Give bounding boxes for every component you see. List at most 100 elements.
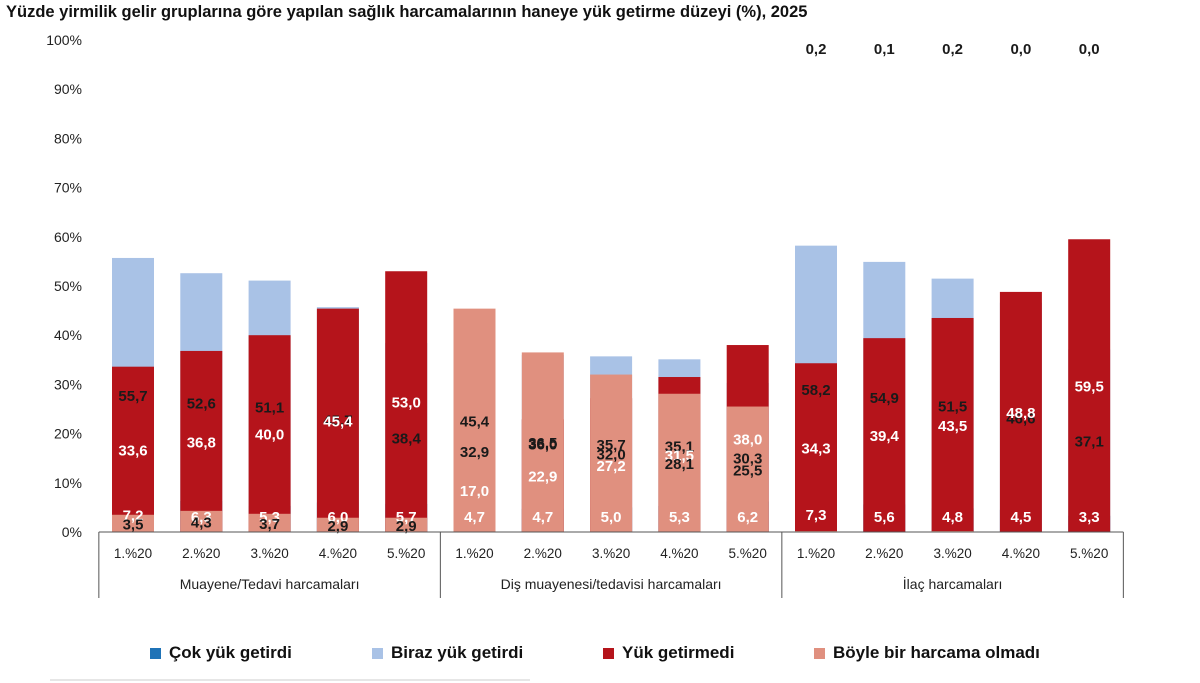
- bar-value-label: 4,7: [532, 509, 553, 526]
- x-tick-label: 1.%20: [114, 546, 152, 561]
- footnote-divider: [50, 679, 530, 681]
- bar-value-label: 55,7: [118, 388, 147, 405]
- y-tick-label: 40%: [54, 327, 82, 343]
- legend-swatch: [372, 647, 383, 659]
- bar-value-label: 0,2: [806, 41, 827, 58]
- legend-swatch: [603, 647, 614, 659]
- x-tick-label: 5.%20: [387, 546, 425, 561]
- chart-title: Yüzde yirmilik gelir gruplarına göre yap…: [6, 3, 808, 21]
- legend-item: Böyle bir harcama olmadı: [814, 643, 1040, 663]
- x-tick-label: 2.%20: [865, 546, 903, 561]
- bar-value-label: 45,7: [323, 413, 352, 430]
- legend-label: Biraz yük getirdi: [391, 643, 524, 662]
- bar-value-label: 53,0: [392, 395, 421, 412]
- y-tick-label: 50%: [54, 278, 82, 294]
- bar-value-label: 38,0: [733, 432, 762, 449]
- bar-value-label: 0,0: [1079, 41, 1100, 58]
- bar-value-label: 6,3: [191, 509, 212, 526]
- bar-value-label: 48,8: [1006, 405, 1035, 422]
- chart-legend: Çok yük getirdi Biraz yük getirdi Yük geti…: [0, 643, 1200, 669]
- bar-segment: [248, 335, 291, 532]
- bar-segment: [316, 517, 359, 532]
- x-tick-label: 2.%20: [182, 546, 220, 561]
- bar-value-label: 38,4: [392, 431, 422, 448]
- bar-value-label: 27,2: [596, 458, 625, 475]
- bar-series: [112, 239, 1111, 532]
- bar-value-label: 0,2: [942, 41, 963, 58]
- bar-value-label: 4,8: [942, 509, 963, 526]
- bar-segment: [112, 366, 154, 532]
- x-tick-label: 5.%20: [1070, 546, 1108, 561]
- bar-value-label: 0,1: [874, 41, 895, 58]
- y-axis-tick-labels: 0% 10% 20% 30% 40% 50% 60% 70% 80% 90% 100%: [46, 32, 82, 540]
- bar-segment: [863, 338, 906, 532]
- legend-label: Böyle bir harcama olmadı: [833, 643, 1040, 662]
- bar-value-label: 52,6: [187, 396, 216, 413]
- y-tick-label: 70%: [54, 180, 82, 196]
- bar-value-label: 5,0: [601, 509, 622, 526]
- bar-value-label: 3,5: [123, 516, 144, 533]
- y-tick-label: 20%: [54, 426, 82, 442]
- bar-value-label: 54,9: [870, 390, 899, 407]
- bar-segment: [453, 308, 496, 532]
- bar-value-label: 6,2: [737, 509, 758, 526]
- bar-value-label: 40,0: [255, 427, 284, 444]
- y-tick-label: 10%: [54, 475, 82, 491]
- bar-value-label: 36,8: [187, 434, 216, 451]
- x-tick-label: 4.%20: [319, 546, 357, 561]
- bar-value-label: 4,5: [1010, 509, 1031, 526]
- bar-value-label: 17,0: [460, 483, 489, 500]
- bar-value-label: 36,0: [528, 436, 557, 453]
- bar-segment: [316, 308, 359, 532]
- bar-value-label: 0,0: [1010, 41, 1031, 58]
- bar-value-label: 5,6: [874, 509, 895, 526]
- x-group-label: Diş muayenesi/tedavisi harcamaları: [501, 576, 722, 592]
- bar-data-labels: 7,2 55,7 33,6 3,5 6,3 52,6 36,8 4,3 5,3 51,1 40,0 3…: [118, 41, 1103, 535]
- bar-value-label: 5,3: [669, 509, 690, 526]
- bar-segment: [180, 350, 223, 532]
- legend-item: Biraz yük getirdi: [372, 643, 523, 663]
- bar-value-label: 31,5: [665, 448, 694, 465]
- bar-segment: [931, 317, 974, 532]
- bar-segment: [385, 271, 428, 532]
- x-tick-label: 4.%20: [660, 546, 698, 561]
- legend-item: Yük getirmedi: [603, 643, 734, 663]
- x-tick-label: 3.%20: [592, 546, 630, 561]
- bar-value-label: 58,2: [801, 382, 830, 399]
- x-tick-label: 1.%20: [455, 546, 493, 561]
- bar-value-label: 34,3: [801, 441, 830, 458]
- x-tick-label: 3.%20: [933, 546, 971, 561]
- bar-segment: [590, 374, 633, 532]
- bar-value-label: 7,3: [806, 507, 827, 524]
- bar-value-label: 3,7: [259, 516, 280, 533]
- bar-value-label: 4,7: [464, 509, 485, 526]
- bar-value-label: 46,6: [1006, 410, 1035, 427]
- legend-label: Çok yük getirdi: [169, 643, 292, 662]
- bar-value-label: 32,0: [596, 446, 625, 463]
- x-tick-label: 2.%20: [524, 546, 562, 561]
- bar-value-label: 35,1: [665, 439, 694, 456]
- bar-value-label: 30,3: [733, 450, 762, 467]
- y-tick-label: 30%: [54, 376, 82, 392]
- bar-value-label: 37,1: [1075, 434, 1104, 451]
- bar-segment: [795, 363, 837, 532]
- y-tick-label: 80%: [54, 130, 82, 146]
- bar-segment: [385, 517, 428, 532]
- bar-segment: [248, 513, 291, 532]
- bar-value-label: 32,9: [460, 444, 489, 461]
- y-tick-label: 90%: [54, 81, 82, 97]
- bar-value-label: 25,5: [733, 462, 762, 479]
- bar-value-label: 36,5: [528, 435, 557, 452]
- y-tick-label: 0%: [62, 524, 82, 540]
- bar-value-label: 45,4: [323, 413, 353, 430]
- legend-swatch: [814, 647, 825, 659]
- bar-segment: [180, 510, 223, 532]
- x-tick-label: 4.%20: [1002, 546, 1040, 561]
- bar-value-label: 35,7: [596, 437, 625, 454]
- bar-value-label: 5,7: [396, 509, 417, 526]
- legend-swatch: [150, 647, 161, 659]
- legend-item: Çok yük getirdi: [150, 643, 292, 663]
- bar-value-label: 3,3: [1079, 509, 1100, 526]
- bar-value-label: 51,1: [255, 399, 284, 416]
